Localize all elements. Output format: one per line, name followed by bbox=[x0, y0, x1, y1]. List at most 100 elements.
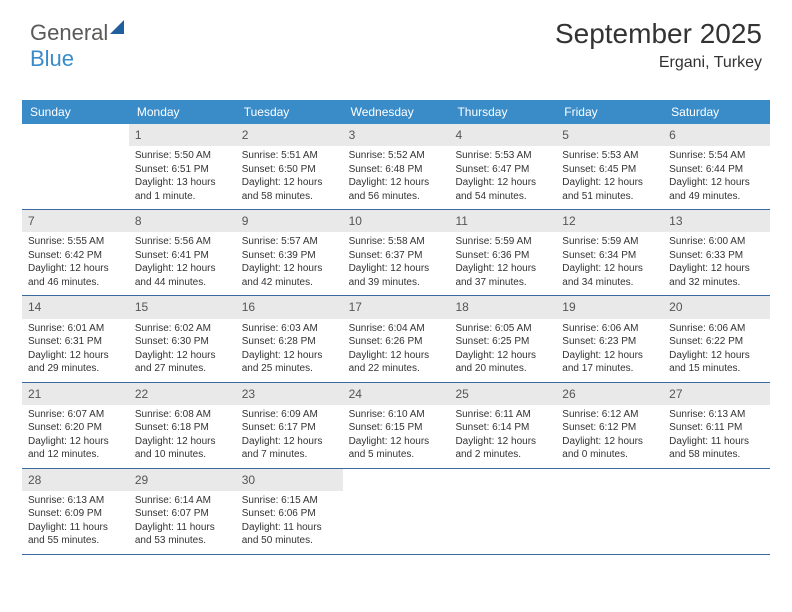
day-day2: and 53 minutes. bbox=[135, 534, 230, 548]
day-sunrise: Sunrise: 6:08 AM bbox=[135, 408, 230, 422]
day-sunset: Sunset: 6:30 PM bbox=[135, 335, 230, 349]
day-day1: Daylight: 11 hours bbox=[135, 521, 230, 535]
day-day1: Daylight: 12 hours bbox=[349, 349, 444, 363]
day-sunrise: Sunrise: 6:12 AM bbox=[562, 408, 657, 422]
day-sunrise: Sunrise: 6:09 AM bbox=[242, 408, 337, 422]
day-cell: 19Sunrise: 6:06 AMSunset: 6:23 PMDayligh… bbox=[556, 296, 663, 381]
day-sunrise: Sunrise: 5:53 AM bbox=[562, 149, 657, 163]
day-number: 2 bbox=[236, 124, 343, 146]
day-day1: Daylight: 12 hours bbox=[135, 349, 230, 363]
day-sunrise: Sunrise: 6:01 AM bbox=[28, 322, 123, 336]
day-cell: 15Sunrise: 6:02 AMSunset: 6:30 PMDayligh… bbox=[129, 296, 236, 381]
day-sunset: Sunset: 6:22 PM bbox=[669, 335, 764, 349]
day-day2: and 0 minutes. bbox=[562, 448, 657, 462]
logo-triangle-icon bbox=[110, 20, 124, 34]
day-number: 17 bbox=[343, 296, 450, 318]
day-sunset: Sunset: 6:33 PM bbox=[669, 249, 764, 263]
logo: General Blue bbox=[30, 20, 124, 72]
day-day2: and 5 minutes. bbox=[349, 448, 444, 462]
day-cell: 14Sunrise: 6:01 AMSunset: 6:31 PMDayligh… bbox=[22, 296, 129, 381]
day-cell: . bbox=[22, 124, 129, 209]
day-number: 13 bbox=[663, 210, 770, 232]
day-sunset: Sunset: 6:12 PM bbox=[562, 421, 657, 435]
day-sunrise: Sunrise: 5:59 AM bbox=[455, 235, 550, 249]
day-number: 15 bbox=[129, 296, 236, 318]
day-sunset: Sunset: 6:47 PM bbox=[455, 163, 550, 177]
day-day2: and 51 minutes. bbox=[562, 190, 657, 204]
day-cell: 2Sunrise: 5:51 AMSunset: 6:50 PMDaylight… bbox=[236, 124, 343, 209]
day-day2: and 34 minutes. bbox=[562, 276, 657, 290]
day-cell: . bbox=[449, 469, 556, 554]
day-number: 28 bbox=[22, 469, 129, 491]
day-day1: Daylight: 12 hours bbox=[242, 435, 337, 449]
week-row: 7Sunrise: 5:55 AMSunset: 6:42 PMDaylight… bbox=[22, 210, 770, 296]
dow-cell: Wednesday bbox=[343, 100, 450, 124]
logo-part1: General bbox=[30, 20, 108, 45]
day-cell: 17Sunrise: 6:04 AMSunset: 6:26 PMDayligh… bbox=[343, 296, 450, 381]
day-day1: Daylight: 12 hours bbox=[242, 176, 337, 190]
day-cell: . bbox=[556, 469, 663, 554]
day-day2: and 22 minutes. bbox=[349, 362, 444, 376]
calendar: SundayMondayTuesdayWednesdayThursdayFrid… bbox=[22, 100, 770, 555]
day-cell: 13Sunrise: 6:00 AMSunset: 6:33 PMDayligh… bbox=[663, 210, 770, 295]
day-cell: . bbox=[343, 469, 450, 554]
logo-part2: Blue bbox=[30, 46, 74, 71]
day-number: 16 bbox=[236, 296, 343, 318]
day-number: 26 bbox=[556, 383, 663, 405]
day-cell: 18Sunrise: 6:05 AMSunset: 6:25 PMDayligh… bbox=[449, 296, 556, 381]
week-row: 14Sunrise: 6:01 AMSunset: 6:31 PMDayligh… bbox=[22, 296, 770, 382]
day-cell: 12Sunrise: 5:59 AMSunset: 6:34 PMDayligh… bbox=[556, 210, 663, 295]
day-day1: Daylight: 12 hours bbox=[349, 435, 444, 449]
day-sunrise: Sunrise: 5:54 AM bbox=[669, 149, 764, 163]
day-sunset: Sunset: 6:34 PM bbox=[562, 249, 657, 263]
dow-cell: Sunday bbox=[22, 100, 129, 124]
day-day2: and 27 minutes. bbox=[135, 362, 230, 376]
day-sunrise: Sunrise: 6:15 AM bbox=[242, 494, 337, 508]
day-day1: Daylight: 12 hours bbox=[455, 435, 550, 449]
day-day2: and 56 minutes. bbox=[349, 190, 444, 204]
day-sunrise: Sunrise: 6:10 AM bbox=[349, 408, 444, 422]
day-sunrise: Sunrise: 5:56 AM bbox=[135, 235, 230, 249]
day-number: 10 bbox=[343, 210, 450, 232]
day-cell: 25Sunrise: 6:11 AMSunset: 6:14 PMDayligh… bbox=[449, 383, 556, 468]
day-day2: and 50 minutes. bbox=[242, 534, 337, 548]
day-cell: 6Sunrise: 5:54 AMSunset: 6:44 PMDaylight… bbox=[663, 124, 770, 209]
day-sunrise: Sunrise: 6:05 AM bbox=[455, 322, 550, 336]
day-sunset: Sunset: 6:44 PM bbox=[669, 163, 764, 177]
day-number: 9 bbox=[236, 210, 343, 232]
day-sunset: Sunset: 6:41 PM bbox=[135, 249, 230, 263]
day-number: 25 bbox=[449, 383, 556, 405]
day-number: 14 bbox=[22, 296, 129, 318]
day-day1: Daylight: 12 hours bbox=[562, 262, 657, 276]
week-row: .1Sunrise: 5:50 AMSunset: 6:51 PMDayligh… bbox=[22, 124, 770, 210]
day-sunset: Sunset: 6:18 PM bbox=[135, 421, 230, 435]
day-day1: Daylight: 12 hours bbox=[455, 262, 550, 276]
day-cell: 24Sunrise: 6:10 AMSunset: 6:15 PMDayligh… bbox=[343, 383, 450, 468]
dow-cell: Friday bbox=[556, 100, 663, 124]
day-day2: and 29 minutes. bbox=[28, 362, 123, 376]
day-day2: and 39 minutes. bbox=[349, 276, 444, 290]
day-sunset: Sunset: 6:11 PM bbox=[669, 421, 764, 435]
day-cell: 29Sunrise: 6:14 AMSunset: 6:07 PMDayligh… bbox=[129, 469, 236, 554]
day-day1: Daylight: 13 hours bbox=[135, 176, 230, 190]
day-number: 23 bbox=[236, 383, 343, 405]
day-sunrise: Sunrise: 6:06 AM bbox=[562, 322, 657, 336]
day-cell: 27Sunrise: 6:13 AMSunset: 6:11 PMDayligh… bbox=[663, 383, 770, 468]
dow-cell: Thursday bbox=[449, 100, 556, 124]
day-day1: Daylight: 12 hours bbox=[135, 435, 230, 449]
day-sunset: Sunset: 6:50 PM bbox=[242, 163, 337, 177]
day-cell: 30Sunrise: 6:15 AMSunset: 6:06 PMDayligh… bbox=[236, 469, 343, 554]
day-cell: 28Sunrise: 6:13 AMSunset: 6:09 PMDayligh… bbox=[22, 469, 129, 554]
day-number: 29 bbox=[129, 469, 236, 491]
day-cell: 1Sunrise: 5:50 AMSunset: 6:51 PMDaylight… bbox=[129, 124, 236, 209]
day-day2: and 42 minutes. bbox=[242, 276, 337, 290]
day-day1: Daylight: 11 hours bbox=[669, 435, 764, 449]
day-number: 22 bbox=[129, 383, 236, 405]
day-day2: and 7 minutes. bbox=[242, 448, 337, 462]
day-cell: 5Sunrise: 5:53 AMSunset: 6:45 PMDaylight… bbox=[556, 124, 663, 209]
day-cell: 21Sunrise: 6:07 AMSunset: 6:20 PMDayligh… bbox=[22, 383, 129, 468]
day-number: 6 bbox=[663, 124, 770, 146]
day-sunset: Sunset: 6:48 PM bbox=[349, 163, 444, 177]
day-day1: Daylight: 12 hours bbox=[135, 262, 230, 276]
day-day1: Daylight: 11 hours bbox=[242, 521, 337, 535]
